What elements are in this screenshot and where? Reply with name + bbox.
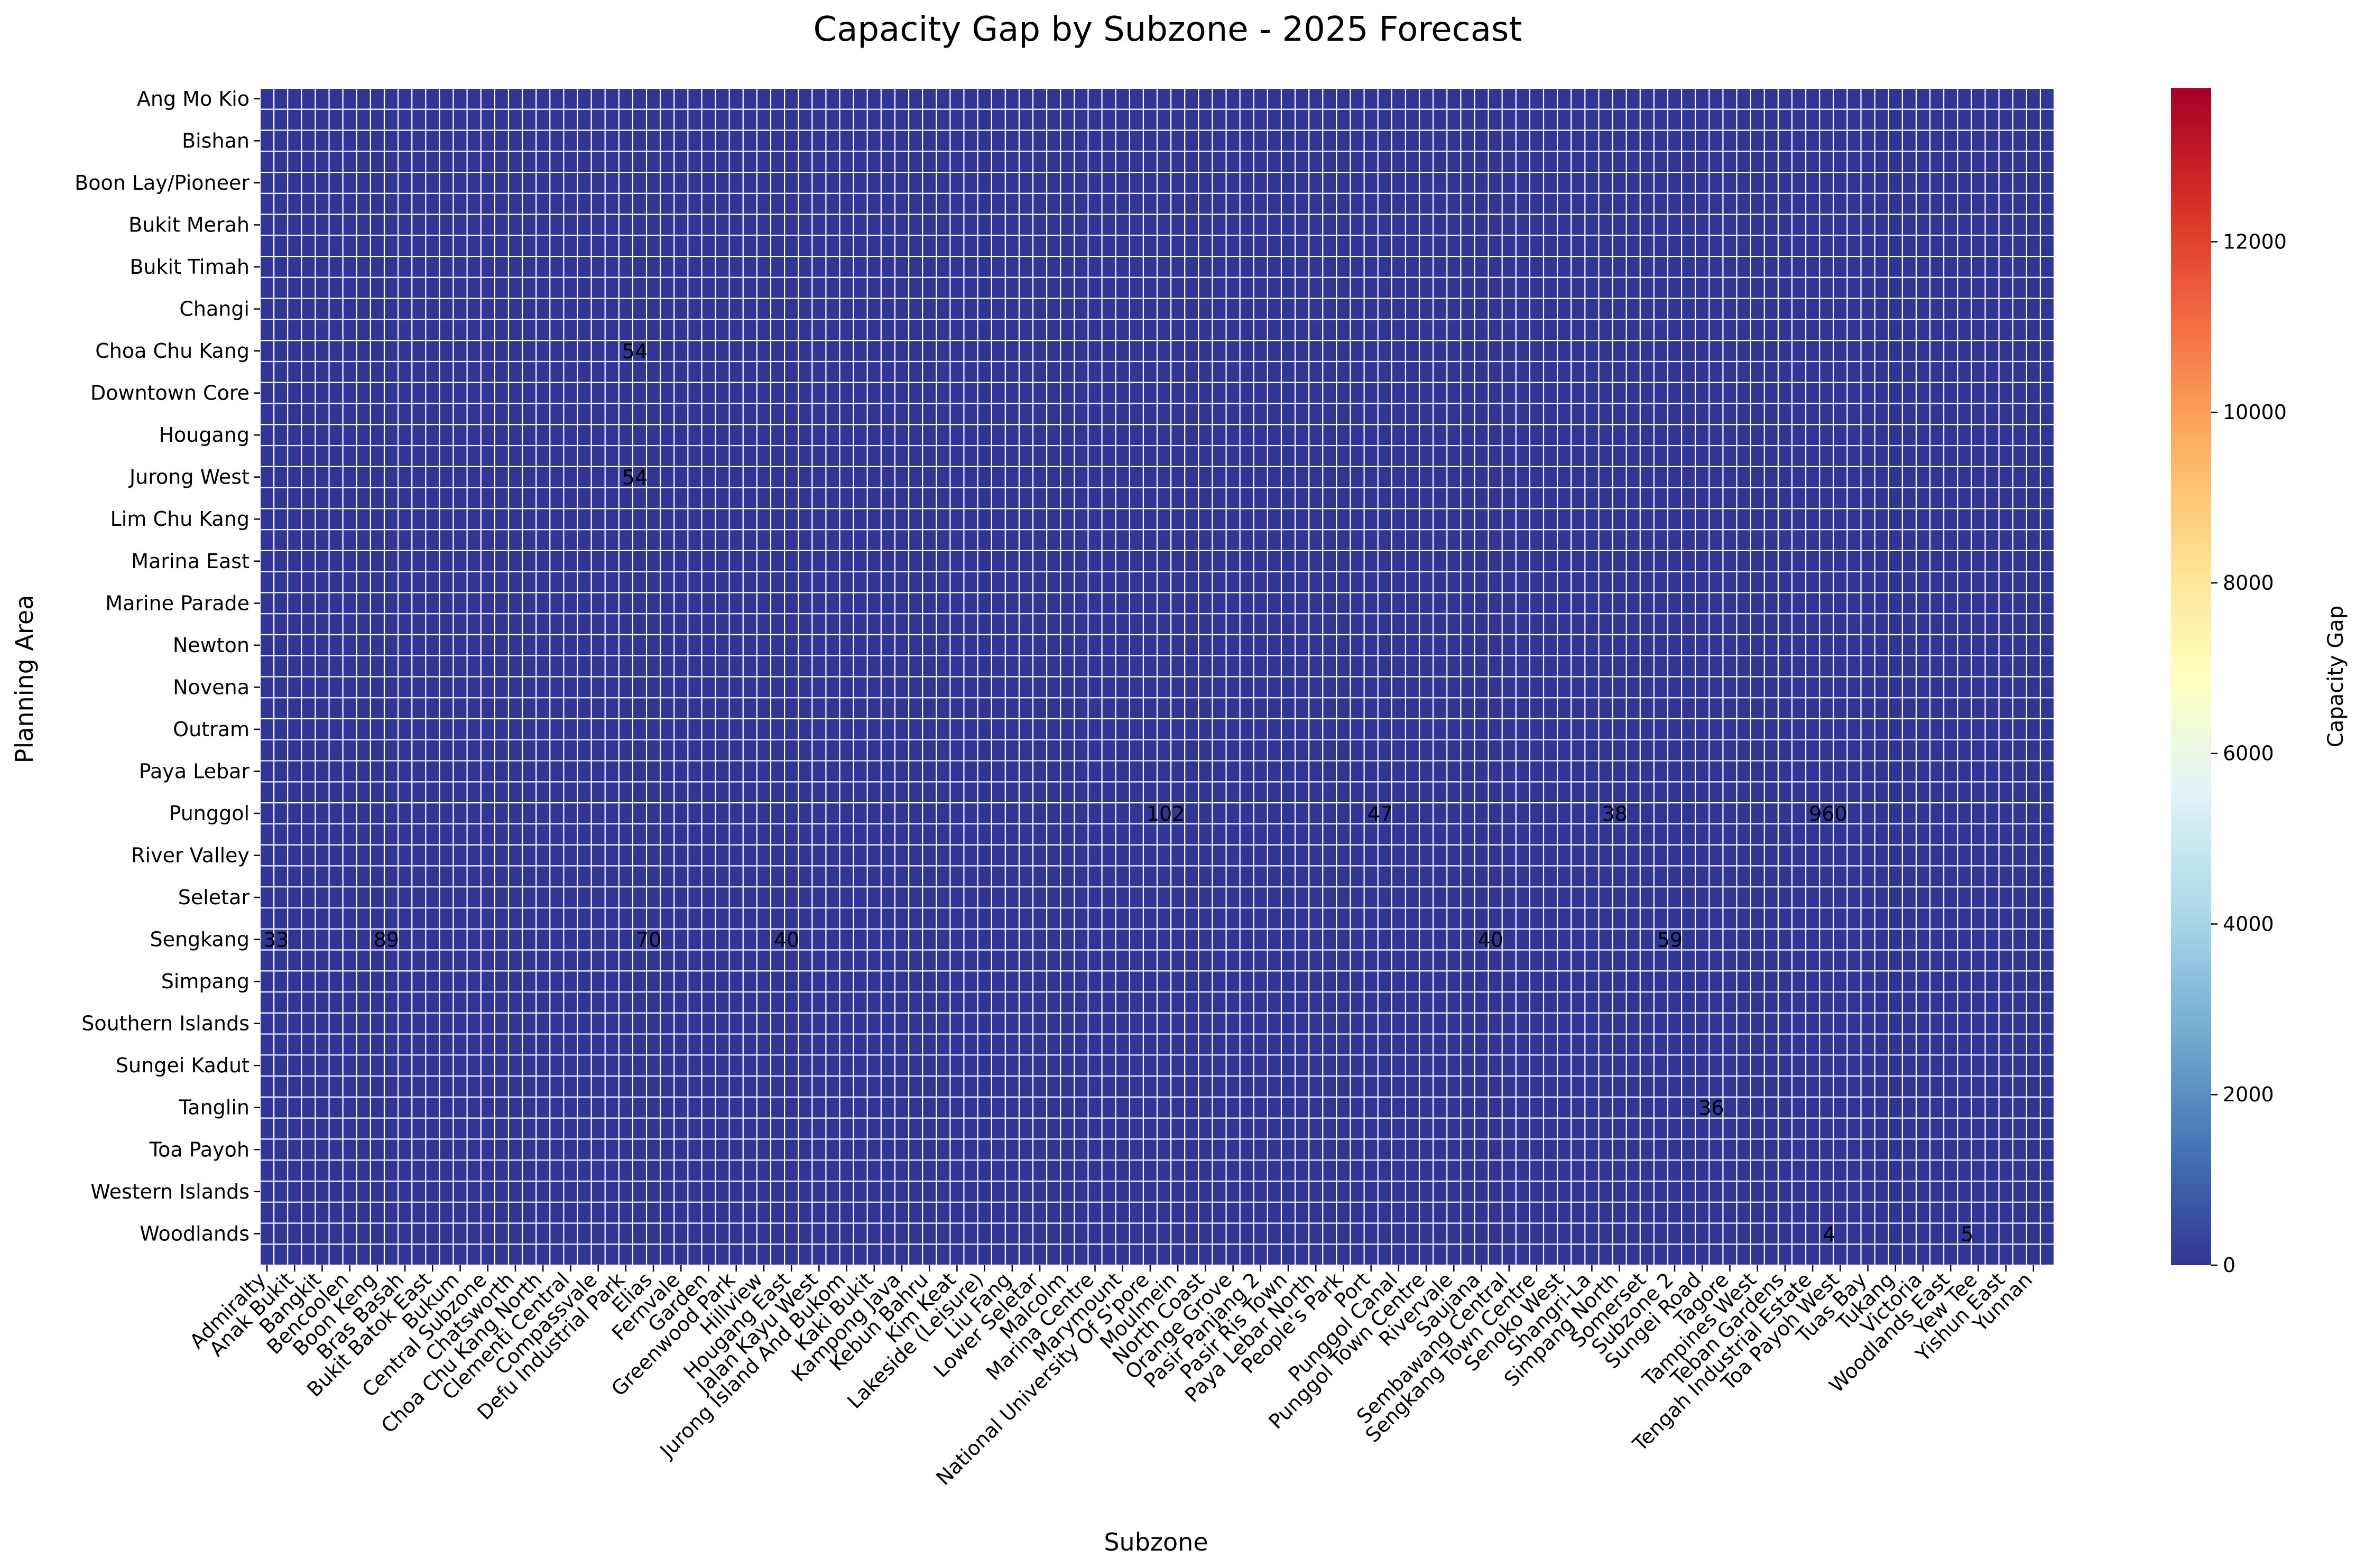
colorbar-gradient	[2171, 88, 2211, 1265]
cell-annotation: 960	[1809, 802, 1847, 825]
x-axis-label: Subzone	[1104, 1528, 1208, 1556]
y-axis-ticks: Ang Mo Kio Bishan Boon Lay/Pioneer Bukit Me…	[75, 87, 260, 1245]
y-tick-label: River Valley	[131, 844, 250, 867]
colorbar-tick-label: 6000	[2223, 742, 2274, 765]
colorbar: 0 2000 4000 6000 8000 10000 12000 Capacity Gap	[2171, 88, 2348, 1277]
heatmap-cell-borders	[259, 87, 2055, 1266]
y-tick-label: Woodlands	[140, 1222, 250, 1245]
cell-annotation: 36	[1698, 1097, 1724, 1120]
y-tick-label: Bukit Merah	[128, 213, 250, 236]
y-tick-label: Changi	[179, 298, 250, 321]
y-tick-label: Novena	[173, 675, 250, 699]
y-tick-label: Southern Islands	[81, 1012, 250, 1035]
cell-annotation: 54	[622, 466, 648, 489]
y-axis-label: Planning Area	[10, 595, 39, 764]
y-tick-label: Boon Lay/Pioneer	[75, 171, 250, 194]
y-tick-label: Outram	[173, 718, 250, 741]
y-tick-label: Tanglin	[178, 1096, 250, 1119]
cell-annotation: 54	[622, 340, 648, 363]
colorbar-tick-label: 12000	[2223, 230, 2287, 253]
colorbar-label: Capacity Gap	[2324, 606, 2348, 747]
heatmap-grid	[259, 87, 2055, 1266]
chart-title: Capacity Gap by Subzone - 2025 Forecast	[814, 10, 1522, 49]
y-tick-label: Hougang	[159, 423, 250, 447]
y-tick-label: Downtown Core	[90, 382, 250, 405]
y-tick-label: Simpang	[161, 970, 250, 993]
colorbar-tick-label: 4000	[2223, 912, 2274, 935]
cell-annotations: 54 54 102 47 38 960 33 89 70 40 40 59 36 4 5	[263, 340, 1973, 1246]
colorbar-tick-label: 2000	[2223, 1083, 2274, 1106]
y-tick-label: Bukit Timah	[130, 255, 250, 279]
y-tick-label: Lim Chu Kang	[110, 507, 250, 531]
cell-annotation: 40	[774, 929, 799, 952]
colorbar-tick-label: 0	[2223, 1254, 2235, 1277]
y-tick-label: Paya Lebar	[139, 759, 250, 783]
y-tick-label: Newton	[173, 634, 250, 657]
y-tick-label: Toa Payoh	[149, 1138, 250, 1161]
y-tick-label: Western Islands	[90, 1180, 250, 1203]
cell-annotation: 47	[1368, 802, 1393, 825]
y-tick-label: Seletar	[178, 886, 250, 909]
y-tick-label: Choa Chu Kang	[95, 339, 250, 363]
cell-annotation: 33	[263, 929, 289, 952]
cell-annotation: 89	[374, 929, 399, 952]
cell-annotation: 5	[1961, 1222, 1973, 1246]
y-tick-label: Jurong West	[128, 466, 250, 489]
cell-annotation: 59	[1657, 929, 1683, 952]
cell-annotation: 40	[1477, 929, 1503, 952]
cell-annotation: 4	[1823, 1222, 1835, 1246]
y-tick-label: Punggol	[169, 802, 250, 825]
y-tick-label: Sungei Kadut	[116, 1054, 250, 1077]
y-tick-label: Sengkang	[150, 928, 250, 951]
cell-annotation: 38	[1602, 802, 1627, 825]
y-tick-label: Bishan	[182, 129, 250, 152]
y-tick-label: Marine Parade	[105, 591, 250, 615]
y-tick-label: Marina East	[131, 550, 250, 573]
colorbar-ticks: 0 2000 4000 6000 8000 10000 12000	[2211, 230, 2287, 1277]
cell-annotation: 102	[1147, 802, 1185, 825]
colorbar-tick-label: 10000	[2223, 401, 2287, 424]
y-tick-label: Ang Mo Kio	[137, 87, 250, 110]
cell-annotation: 70	[636, 929, 661, 952]
colorbar-tick-label: 8000	[2223, 571, 2274, 595]
